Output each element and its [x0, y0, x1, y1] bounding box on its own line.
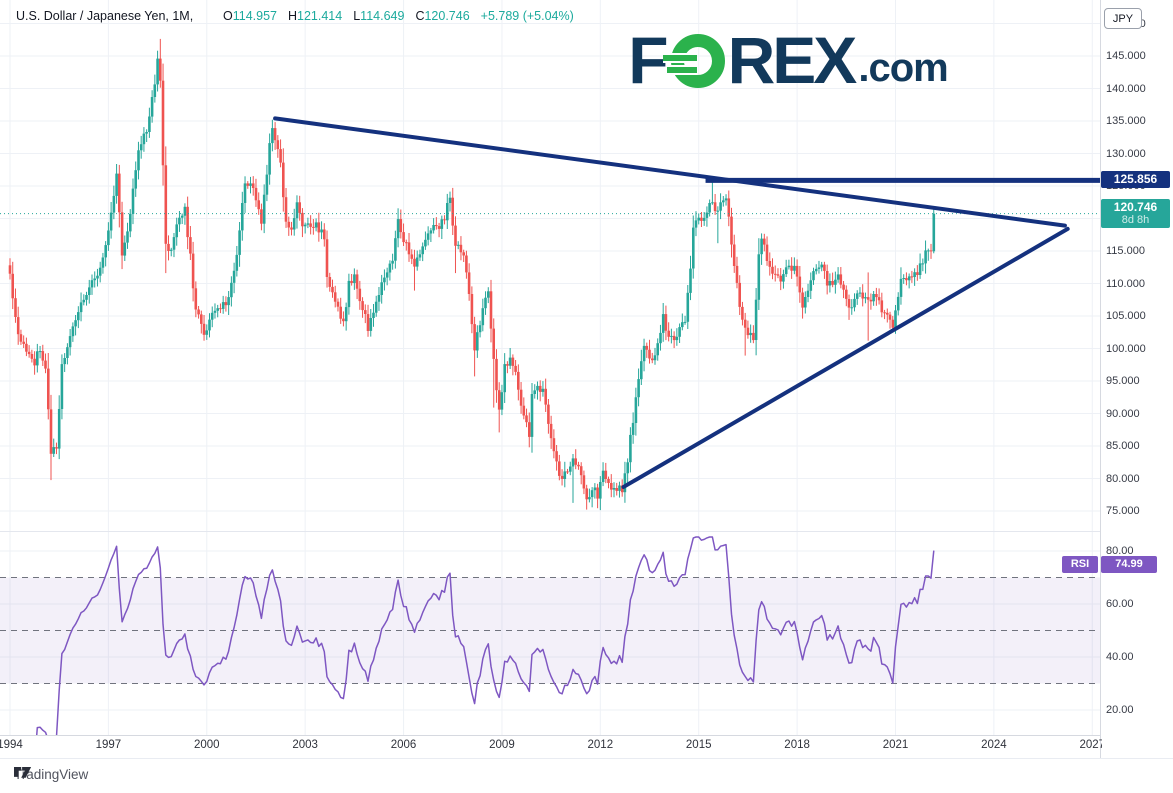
price-tick-label: 135.000 — [1106, 115, 1146, 127]
ohlc-item: O114.957 — [223, 9, 277, 23]
rsi-pane[interactable] — [0, 531, 1100, 735]
time-axis-bottom-border — [0, 758, 1173, 759]
last-price-badge: 120.746 8d 8h — [1101, 198, 1170, 228]
change-value: +5.789 (+5.04%) — [480, 9, 574, 23]
watermark-letter-f: F — [628, 23, 668, 97]
forex-o-icon — [662, 34, 725, 88]
price-tick-label: 95.000 — [1106, 375, 1140, 387]
ohlc-item: L114.649 — [353, 9, 405, 23]
price-tick-label: 130.000 — [1106, 147, 1146, 160]
price-axis-divider — [1100, 0, 1101, 758]
ohlc-values: O114.957 H121.414 L114.649 C120.746 +5.789 (… — [223, 9, 574, 23]
time-tick-label: 2012 — [587, 739, 614, 751]
time-tick-label: 2027 — [1079, 739, 1102, 751]
time-tick-label: 2006 — [390, 739, 417, 751]
price-tick-label: 105.000 — [1106, 310, 1146, 322]
time-tick-label: 2015 — [685, 739, 712, 751]
watermark-letters-rex: REX — [727, 23, 858, 97]
time-tick-label: 2018 — [784, 739, 810, 751]
price-axis[interactable]: 75.000 80.000 85.000 90.000 95.000 100.000 105… — [1101, 0, 1173, 758]
watermark-dotcom: .com — [858, 46, 948, 90]
currency-unit-button[interactable]: JPY — [1104, 8, 1142, 29]
rsi-tick-label: 20.00 — [1106, 704, 1134, 716]
time-tick-label: 2000 — [193, 739, 220, 751]
time-tick-label: 2021 — [882, 739, 909, 751]
time-tick-label: 2003 — [292, 739, 318, 751]
ohlc-item: C120.746 — [415, 9, 470, 23]
time-tick-label: 2024 — [981, 739, 1007, 751]
tradingview-icon — [14, 767, 32, 778]
price-tick-label: 75.000 — [1106, 505, 1140, 517]
bar-countdown: 8d 8h — [1121, 213, 1150, 226]
price-tick-label: 140.000 — [1106, 82, 1146, 95]
rsi-tick-label: 80.00 — [1106, 545, 1134, 557]
time-tick-label: 1997 — [95, 739, 122, 751]
time-tick-label: 1994 — [0, 739, 23, 751]
rsi-indicator-label[interactable]: RSI — [1062, 555, 1098, 573]
rsi-tick-label: 40.00 — [1106, 651, 1134, 663]
forexcom-watermark-logo: F REX .com — [583, 23, 993, 97]
rsi-value-badge: 74.99 — [1101, 555, 1157, 573]
price-tick-label: 115.000 — [1106, 245, 1145, 257]
main-chart-pane[interactable] — [0, 0, 1100, 531]
price-tick-label: 90.000 — [1106, 407, 1140, 420]
tradingview-attribution[interactable]: TradingView — [14, 762, 88, 786]
price-tick-label: 100.000 — [1106, 342, 1146, 355]
price-tick-label: 85.000 — [1106, 440, 1140, 452]
rsi-tick-label: 60.00 — [1106, 598, 1134, 610]
symbol-title[interactable]: U.S. Dollar / Japanese Yen, 1M, — [16, 9, 194, 23]
time-axis-border — [0, 735, 1173, 736]
ohlc-item: H121.414 — [288, 9, 343, 23]
resistance-price-badge: 125.856 — [1101, 171, 1170, 189]
symbol-legend[interactable]: U.S. Dollar / Japanese Yen, 1M, O114.957… — [16, 8, 574, 24]
pane-divider[interactable] — [0, 531, 1100, 532]
price-tick-label: 145.000 — [1106, 50, 1146, 62]
price-tick-label: 80.000 — [1106, 472, 1140, 485]
time-tick-label: 2009 — [489, 739, 515, 751]
time-axis[interactable]: 1994 1997 2000 2003 2006 2009 2012 2015 2018 2021… — [0, 736, 1102, 758]
price-tick-label: 110.000 — [1106, 277, 1145, 290]
tradingview-label[interactable]: TradingView — [14, 766, 89, 782]
